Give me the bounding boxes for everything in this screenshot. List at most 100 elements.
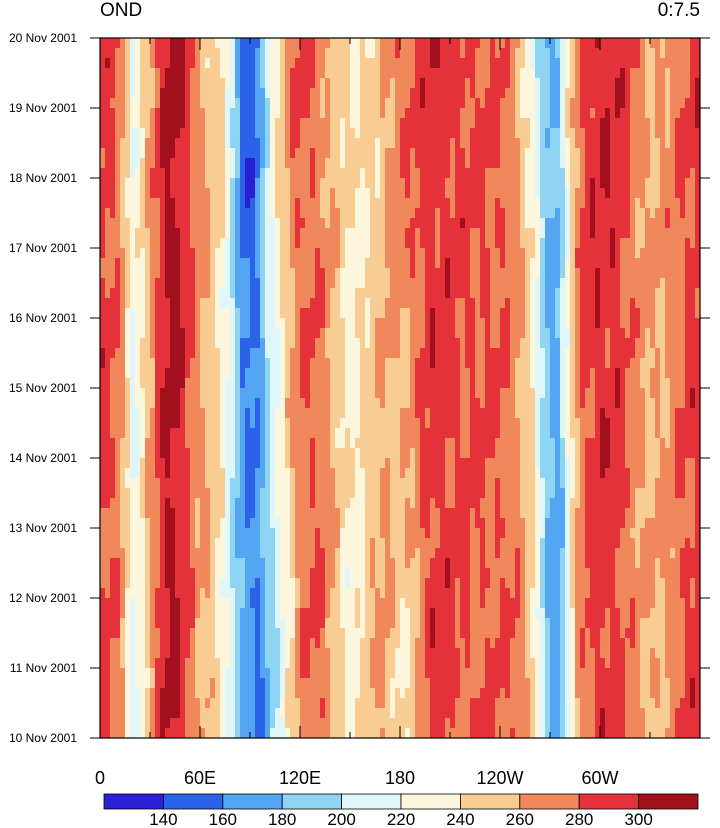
heat-cell — [285, 58, 291, 69]
heat-cell — [410, 398, 416, 409]
heat-cell — [235, 178, 241, 189]
heat-cell — [520, 258, 526, 269]
heat-cell — [135, 48, 141, 59]
heat-cell — [690, 238, 696, 249]
heat-cell — [295, 258, 301, 269]
heat-cell — [285, 408, 291, 419]
heat-cell — [375, 88, 381, 99]
heat-cell — [180, 208, 186, 219]
heat-cell — [640, 408, 646, 419]
heat-cell — [685, 388, 691, 399]
heat-cell — [460, 348, 466, 359]
heat-cell — [155, 398, 161, 409]
heat-cell — [680, 238, 686, 249]
heat-cell — [210, 98, 216, 109]
heat-cell — [420, 418, 426, 429]
heat-cell — [545, 268, 551, 279]
heat-cell — [355, 48, 361, 59]
heat-cell — [685, 298, 691, 309]
heat-cell — [525, 128, 531, 139]
heat-cell — [145, 338, 151, 349]
heat-cell — [345, 38, 351, 49]
heat-cell — [495, 368, 501, 379]
heat-cell — [295, 368, 301, 379]
heat-cell — [390, 268, 396, 279]
heat-cell — [190, 268, 196, 279]
heat-cell — [220, 118, 226, 129]
heat-cell — [110, 128, 116, 139]
heat-cell — [200, 138, 206, 149]
heat-cell — [690, 78, 696, 89]
heat-cell — [455, 278, 461, 289]
heat-cell — [555, 408, 561, 419]
heat-cell — [490, 338, 496, 349]
heat-cell — [205, 168, 211, 179]
heat-cell — [295, 38, 301, 49]
heat-cell — [190, 88, 196, 99]
heat-cell — [545, 358, 551, 369]
heat-cell — [575, 338, 581, 349]
heat-cell — [105, 128, 111, 139]
heat-cell — [565, 68, 571, 79]
heat-cell — [450, 228, 456, 239]
heat-cell — [695, 308, 701, 319]
heat-cell — [565, 358, 571, 369]
heat-cell — [325, 178, 331, 189]
heat-cell — [440, 158, 446, 169]
heat-cell — [340, 308, 346, 319]
heat-cell — [375, 78, 381, 89]
heat-cell — [175, 358, 181, 369]
heat-cell — [230, 238, 236, 249]
heat-cell — [260, 178, 266, 189]
heat-cell — [400, 108, 406, 119]
heat-cell — [660, 378, 666, 389]
heat-cell — [405, 438, 411, 449]
heat-cell — [155, 338, 161, 349]
heat-cell — [245, 398, 251, 409]
heat-cell — [405, 428, 411, 439]
heat-cell — [625, 378, 631, 389]
heat-cell — [460, 208, 466, 219]
heat-cell — [350, 418, 356, 429]
heat-cell — [430, 378, 436, 389]
heat-cell — [120, 238, 126, 249]
heat-cell — [140, 368, 146, 379]
heat-cell — [185, 338, 191, 349]
heat-cell — [250, 408, 256, 419]
heat-cell — [495, 268, 501, 279]
heat-cell — [235, 368, 241, 379]
heat-cell — [475, 78, 481, 89]
heat-cell — [535, 298, 541, 309]
heat-cell — [365, 238, 371, 249]
heat-cell — [245, 228, 251, 239]
heat-cell — [630, 68, 636, 79]
heat-cell — [570, 68, 576, 79]
heat-cell — [375, 238, 381, 249]
heat-cell — [415, 48, 421, 59]
heat-cell — [395, 398, 401, 409]
heat-cell — [625, 208, 631, 219]
heat-cell — [425, 68, 431, 79]
heat-cell — [290, 418, 296, 429]
heat-cell — [220, 88, 226, 99]
heat-cell — [115, 258, 121, 269]
heat-cell — [145, 308, 151, 319]
heat-cell — [515, 268, 521, 279]
heat-cell — [155, 158, 161, 169]
heat-cell — [680, 88, 686, 99]
heat-cell — [355, 438, 361, 449]
heat-cell — [300, 158, 306, 169]
heat-cell — [375, 218, 381, 229]
heat-cell — [320, 428, 326, 439]
heat-cell — [430, 98, 436, 109]
heat-cell — [360, 438, 366, 449]
heat-cell — [445, 298, 451, 309]
heat-cell — [115, 328, 121, 339]
heat-cell — [155, 388, 161, 399]
heat-cell — [555, 248, 561, 259]
heat-cell — [530, 68, 536, 79]
heat-cell — [190, 428, 196, 439]
heat-cell — [305, 428, 311, 439]
heat-cell — [560, 168, 566, 179]
heat-cell — [315, 148, 321, 159]
